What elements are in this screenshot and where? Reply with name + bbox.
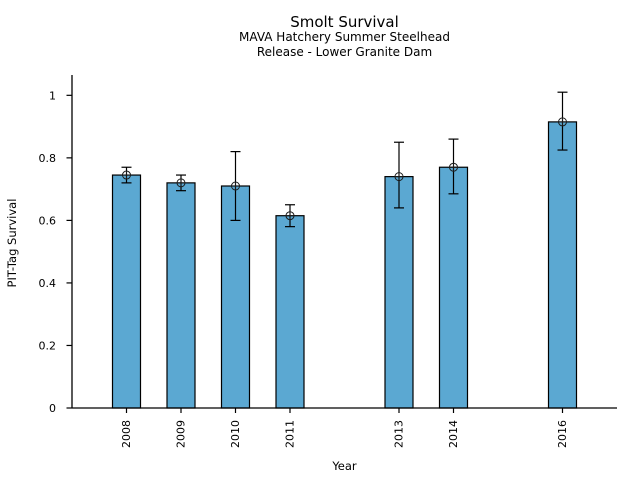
y-axis-title: PIT-Tag Survival <box>5 198 19 288</box>
point-marker-2008 <box>122 170 131 180</box>
x-tick-label: 2009 <box>175 420 188 448</box>
bar-2016 <box>547 121 578 409</box>
x-tick-label: 2008 <box>120 420 133 448</box>
chart-title: Smolt Survival <box>290 13 399 31</box>
x-tick-label: 2014 <box>447 420 460 448</box>
bar-2011 <box>275 215 305 409</box>
chart-subtitle-line2: Release - Lower Granite Dam <box>256 45 433 59</box>
y-tick-label: 1 <box>49 89 56 102</box>
y-tick-label: 0 <box>49 402 56 415</box>
x-tick-label: 2011 <box>284 420 297 448</box>
y-tick-label: 0.8 <box>39 152 57 165</box>
chart-subtitle-line1: MAVA Hatchery Summer Steelhead <box>239 30 450 44</box>
y-tick-label: 0.4 <box>39 277 57 290</box>
x-tick-label: 2016 <box>556 420 569 448</box>
bar-2008 <box>111 174 142 409</box>
x-tick-label: 2010 <box>229 420 242 448</box>
x-tick-label: 2013 <box>393 420 406 448</box>
point-marker-2011 <box>285 211 295 221</box>
point-marker-2016 <box>558 117 567 127</box>
point-marker-2010 <box>231 181 240 191</box>
point-marker-2009 <box>176 178 186 188</box>
y-tick-label: 0.2 <box>39 339 57 352</box>
bar-2014 <box>438 166 469 409</box>
point-marker-2013 <box>394 172 404 182</box>
bar-2010 <box>220 185 251 409</box>
y-tick-label: 0.6 <box>39 214 57 227</box>
bar-2013 <box>384 176 414 409</box>
x-axis-title: Year <box>332 459 357 473</box>
bar-2009 <box>166 182 196 409</box>
point-marker-2014 <box>449 162 458 172</box>
